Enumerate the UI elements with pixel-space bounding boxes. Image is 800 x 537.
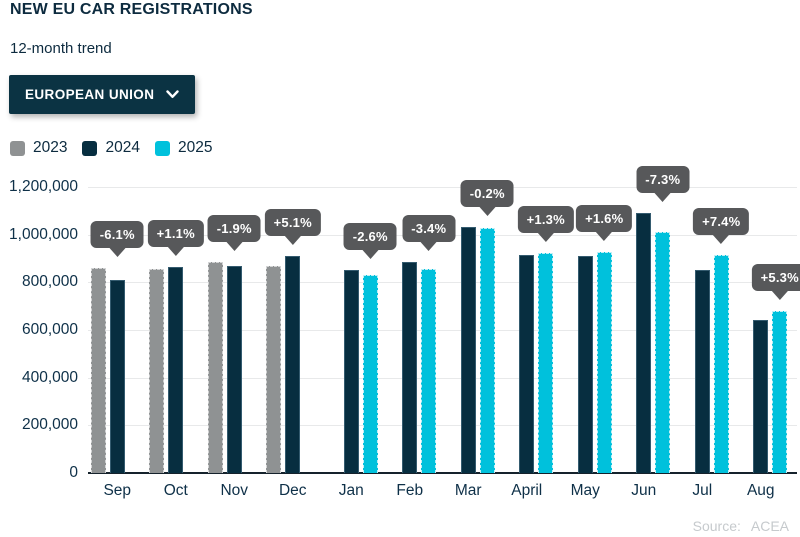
- bar-2023-Sep[interactable]: [90, 267, 106, 473]
- bar-2024-Mar[interactable]: [460, 227, 476, 473]
- x-axis-label: Jul: [692, 482, 713, 499]
- pct-tooltip-Aug: +5.3%: [751, 264, 800, 292]
- pct-tooltip-April: +1.3%: [517, 205, 574, 233]
- x-axis-label: Feb: [396, 482, 424, 499]
- bar-2024-Dec[interactable]: [285, 255, 301, 473]
- bar-2025-Jun[interactable]: [655, 232, 671, 473]
- pct-tooltip-Mar: -0.2%: [460, 180, 514, 208]
- gridline: [88, 330, 797, 331]
- bar-2024-Jan[interactable]: [343, 269, 359, 473]
- gridline: [88, 377, 797, 379]
- legend-item-2024[interactable]: 2024: [82, 139, 140, 157]
- chevron-down-icon: [166, 90, 180, 99]
- chart-subtitle: 12-month trend: [10, 40, 112, 57]
- pct-tooltip-Feb: -3.4%: [402, 215, 456, 243]
- legend-swatch-2024: [82, 140, 98, 156]
- region-dropdown-label: EUROPEAN UNION: [25, 87, 155, 102]
- bar-2023-Dec[interactable]: [266, 266, 282, 473]
- bar-2024-Jul[interactable]: [694, 269, 710, 473]
- legend-swatch-2023: [10, 140, 25, 156]
- x-axis-label: Aug: [746, 482, 775, 499]
- legend-label: 2025: [177, 139, 213, 156]
- source-label: Source:: [692, 518, 741, 534]
- y-axis-label: 400,000: [21, 368, 78, 386]
- chart-legend: 2023 2024 2025: [10, 139, 212, 157]
- x-axis-label: April: [511, 482, 543, 499]
- gridline: [88, 425, 797, 427]
- pct-tooltip-Dec: +5.1%: [264, 208, 321, 236]
- x-axis-label: Dec: [278, 482, 307, 499]
- legend-swatch-2025: [154, 140, 170, 156]
- page-title: NEW EU CAR REGISTRATIONS: [10, 1, 253, 18]
- source-value: ACEA: [750, 518, 789, 534]
- bar-2025-April[interactable]: [538, 252, 554, 473]
- bar-2025-Feb[interactable]: [421, 269, 437, 473]
- legend-label: 2024: [105, 139, 140, 156]
- y-axis-label: 1,200,000: [9, 178, 78, 195]
- pct-tooltip-Jun: -7.3%: [636, 166, 690, 194]
- bar-2024-Sep[interactable]: [109, 280, 125, 473]
- x-axis-label: May: [570, 482, 600, 499]
- bar-2023-Nov[interactable]: [207, 261, 223, 473]
- source-attribution: Source: ACEA: [693, 518, 789, 534]
- y-axis-label: 0: [69, 464, 78, 481]
- bar-2024-Nov[interactable]: [226, 265, 242, 473]
- x-axis-label: Jan: [338, 482, 364, 499]
- legend-item-2023[interactable]: 2023: [10, 139, 67, 157]
- x-axis-line: [88, 472, 797, 474]
- legend-label: 2023: [33, 139, 68, 156]
- x-axis-label: Sep: [103, 482, 132, 499]
- pct-tooltip-Nov: -1.9%: [207, 214, 261, 242]
- region-dropdown[interactable]: EUROPEAN UNION: [9, 75, 196, 114]
- bar-2025-Aug[interactable]: [772, 311, 788, 473]
- bar-2025-Mar[interactable]: [479, 227, 495, 473]
- bar-2024-Oct[interactable]: [168, 266, 184, 473]
- pct-tooltip-Sep: -6.1%: [90, 220, 144, 248]
- bar-2025-May[interactable]: [596, 252, 612, 473]
- bar-2023-Oct[interactable]: [149, 269, 165, 473]
- y-axis-label: 200,000: [21, 416, 78, 434]
- gridline: [88, 187, 797, 188]
- y-axis-label: 600,000: [21, 321, 78, 338]
- bar-2025-Jul[interactable]: [713, 254, 729, 473]
- pct-tooltip-Oct: +1.1%: [147, 219, 204, 247]
- y-axis-label: 800,000: [21, 273, 78, 291]
- bar-2024-May[interactable]: [577, 255, 593, 473]
- pct-tooltip-Jan: -2.6%: [343, 222, 397, 250]
- pct-tooltip-Jul: +7.4%: [693, 207, 750, 235]
- y-axis-label: 1,000,000: [9, 225, 78, 243]
- x-axis-label: Jun: [631, 482, 657, 499]
- bar-2024-April[interactable]: [519, 255, 535, 473]
- gridline: [88, 282, 797, 284]
- x-axis-label: Oct: [163, 482, 188, 499]
- x-axis-label: Mar: [454, 482, 482, 499]
- bar-2024-Aug[interactable]: [753, 319, 769, 473]
- bar-2025-Jan[interactable]: [362, 275, 378, 473]
- legend-item-2025[interactable]: 2025: [154, 139, 213, 157]
- bar-2024-Feb[interactable]: [402, 262, 418, 473]
- pct-tooltip-May: +1.6%: [576, 205, 633, 233]
- x-axis-label: Nov: [220, 482, 249, 499]
- bar-2024-Jun[interactable]: [636, 213, 652, 473]
